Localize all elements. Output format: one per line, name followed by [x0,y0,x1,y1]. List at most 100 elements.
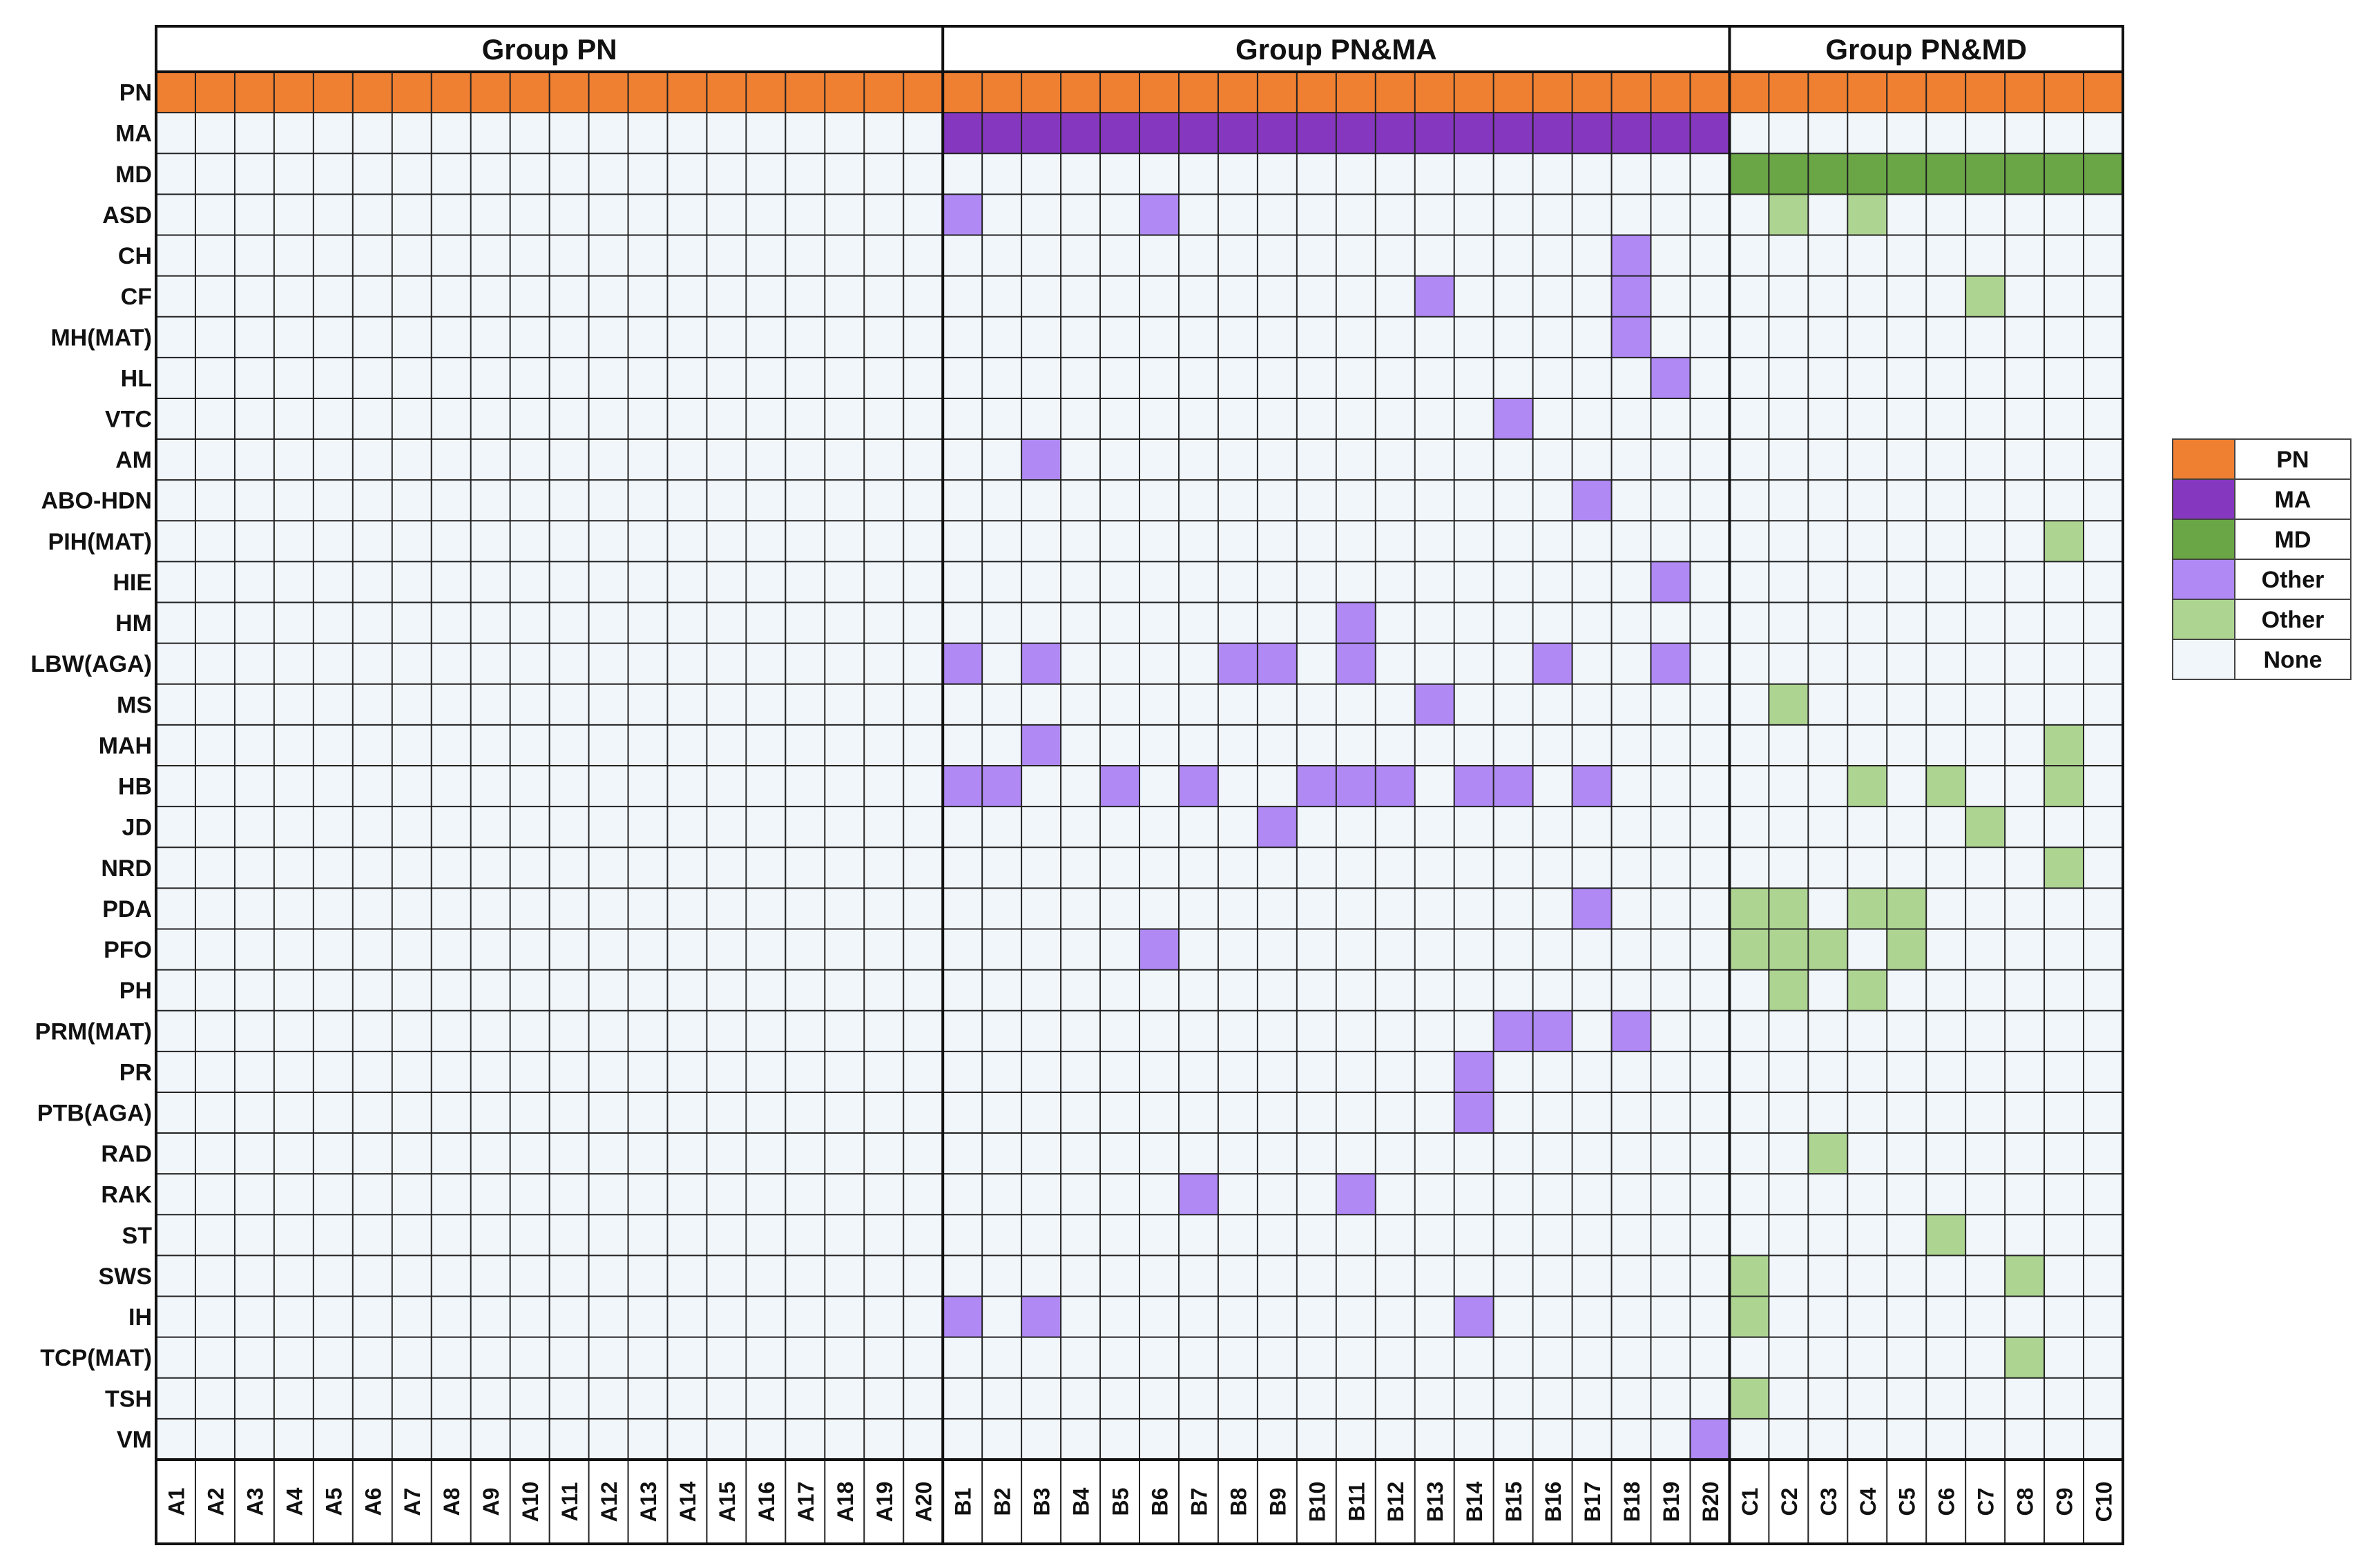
cell-st-a18 [825,1214,865,1256]
cell-jd-b16 [1532,806,1572,848]
row-label: LBW(AGA) [30,651,152,677]
cell-md-c9 [2044,153,2084,195]
cell-ph-a7 [392,969,432,1011]
cell-jd-b4 [1061,806,1101,848]
cell-cf-b17 [1572,275,1612,317]
cell-ih-b6 [1139,1296,1179,1337]
cell-am-b19 [1651,439,1691,481]
cell-pda-a19 [864,888,904,929]
cell-ptb-aga--b18 [1611,1092,1651,1134]
cell-am-c6 [1926,439,1966,481]
cell-ma-a19 [864,113,904,154]
cell-nrd-b1 [943,847,983,889]
cell-st-b1 [943,1214,983,1256]
cell-abo-hdn-b11 [1336,480,1376,521]
cell-prm-mat--c10 [2084,1010,2123,1052]
cell-ms-b1 [943,684,983,725]
cell-pn-c4 [1847,72,1887,113]
cell-mah-b20 [1690,724,1730,766]
cell-tsh-b19 [1651,1377,1691,1419]
cell-am-a18 [825,439,865,481]
cell-cf-b11 [1336,275,1376,317]
cell-pn-a15 [706,72,747,113]
cell-pfo-c4 [1847,929,1887,970]
cell-tsh-a1 [156,1377,195,1419]
row-label: CF [121,284,152,310]
cell-vm-a2 [195,1418,235,1460]
cell-hm-b18 [1611,602,1651,643]
cell-hie-a11 [549,561,589,603]
cell-tsh-c6 [1926,1377,1966,1419]
cell-rad-b19 [1651,1133,1691,1174]
cell-jd-a7 [392,806,432,848]
cell-lbw-aga--c5 [1887,643,1927,684]
cell-ptb-aga--c7 [1965,1092,2006,1134]
cell-prm-mat--a17 [785,1010,825,1052]
cell-ma-b6 [1139,113,1179,154]
cell-pn-b2 [982,72,1022,113]
cell-tsh-a19 [864,1377,904,1419]
cell-st-b6 [1139,1214,1179,1256]
cell-pfo-b18 [1611,929,1651,970]
cell-ch-a7 [392,235,432,276]
cell-asd-a3 [234,194,274,235]
cell-pn-c7 [1965,72,2006,113]
cell-md-b14 [1454,153,1494,195]
cell-mah-b11 [1336,724,1376,766]
cell-pr-b2 [982,1051,1022,1092]
cell-mah-b18 [1611,724,1651,766]
cell-lbw-aga--b15 [1493,643,1533,684]
cell-rak-b15 [1493,1174,1533,1215]
cell-cf-b4 [1061,275,1101,317]
cell-am-b9 [1257,439,1297,481]
cell-hm-b15 [1493,602,1533,643]
cell-vm-a14 [667,1418,707,1460]
cell-ma-b5 [1100,113,1139,154]
cell-vm-c10 [2084,1418,2123,1460]
cell-hl-b17 [1572,357,1612,398]
cell-ph-c7 [1965,969,2006,1011]
cell-cf-b7 [1178,275,1218,317]
cell-ph-c9 [2044,969,2084,1011]
cell-ch-a4 [273,235,314,276]
cell-pr-a12 [588,1051,628,1092]
cell-md-c2 [1769,153,1809,195]
cell-rak-c8 [2005,1174,2045,1215]
cell-prm-mat--b4 [1061,1010,1101,1052]
cell-ih-a14 [667,1296,707,1337]
cell-hl-c10 [2084,357,2123,398]
cell-pih-mat--a10 [510,521,550,562]
cell-abo-hdn-b7 [1178,480,1218,521]
cell-ms-c9 [2044,684,2084,725]
cell-sws-c6 [1926,1255,1966,1297]
cell-hie-a14 [667,561,707,603]
cell-asd-a14 [667,194,707,235]
cell-tsh-c8 [2005,1377,2045,1419]
cell-lbw-aga--b5 [1100,643,1139,684]
cell-nrd-a18 [825,847,865,889]
cell-pih-mat--c1 [1729,521,1769,562]
cell-vm-a7 [392,1418,432,1460]
cell-st-b10 [1296,1214,1336,1256]
cell-vtc-a8 [431,398,471,440]
cell-hie-c6 [1926,561,1966,603]
cell-tcp-mat--b6 [1139,1337,1179,1378]
cell-vtc-c8 [2005,398,2045,440]
cell-mh-mat--b14 [1454,316,1494,358]
cell-pih-mat--a13 [628,521,668,562]
cell-pfo-c5 [1887,929,1927,970]
cell-ma-c7 [1965,113,2006,154]
cell-ptb-aga--b17 [1572,1092,1612,1134]
cell-rad-b3 [1021,1133,1061,1174]
cell-vtc-c9 [2044,398,2084,440]
cell-rak-c10 [2084,1174,2123,1215]
cell-hie-a4 [273,561,314,603]
cell-asd-b3 [1021,194,1061,235]
cell-pfo-b19 [1651,929,1691,970]
cell-ih-b9 [1257,1296,1297,1337]
cell-pr-a1 [156,1051,195,1092]
cell-lbw-aga--b17 [1572,643,1612,684]
cell-hm-a18 [825,602,865,643]
cell-hb-c4 [1847,766,1887,807]
cell-tsh-c5 [1887,1377,1927,1419]
